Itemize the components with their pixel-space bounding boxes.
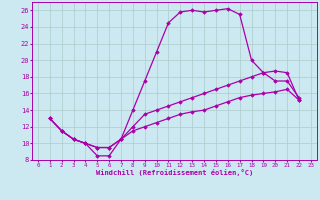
X-axis label: Windchill (Refroidissement éolien,°C): Windchill (Refroidissement éolien,°C) bbox=[96, 169, 253, 176]
